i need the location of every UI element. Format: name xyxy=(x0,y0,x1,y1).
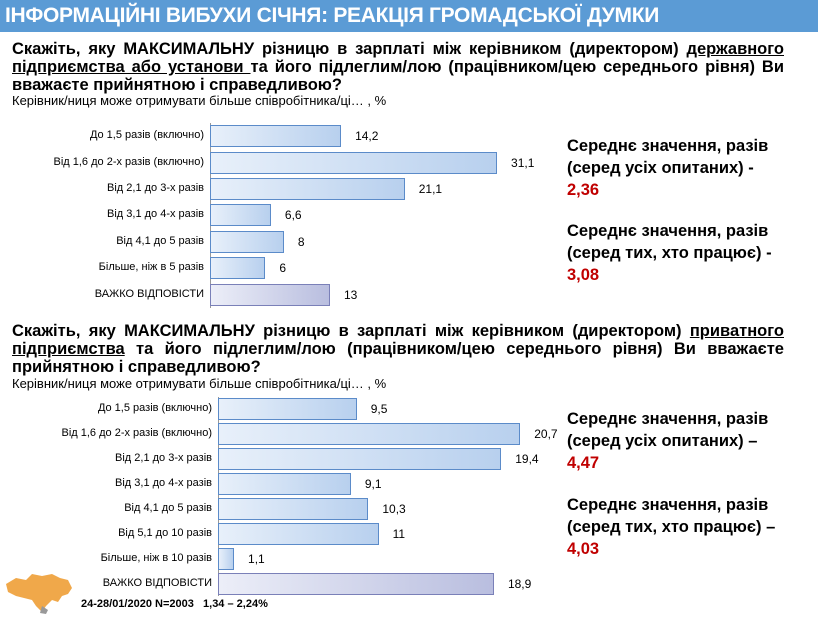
axis-line xyxy=(210,123,211,308)
q1-underlined: державного підприємства або установи xyxy=(12,40,784,76)
question-1: Скажіть, яку МАКСИМАЛЬНУ різницю в зарпл… xyxy=(12,40,784,94)
q2-underlined: приватного підприємства xyxy=(12,322,784,358)
mean-label: Середнє значення, разів (серед усіх опит… xyxy=(567,410,769,450)
data-label: 10,3 xyxy=(382,502,406,517)
data-label: 9,1 xyxy=(364,477,382,492)
data-label: 11 xyxy=(392,526,406,541)
category-label: Від 1,6 до 2-х разів (включно) xyxy=(61,427,213,440)
q1-text: Скажіть, яку МАКСИМАЛЬНУ різницю в зарпл… xyxy=(12,40,687,58)
bar xyxy=(210,151,498,174)
category-label: Від 3,1 до 4-х разів xyxy=(115,477,212,490)
bar xyxy=(210,283,330,306)
bar xyxy=(210,204,271,227)
bar xyxy=(210,178,405,200)
category-label: Від 4,1 до 5 разів xyxy=(124,502,212,515)
mean-all-1: Середнє значення, разів (серед усіх опит… xyxy=(567,135,818,201)
mean-value: 2,36 xyxy=(567,181,600,199)
category-label: Більше, ніж в 5 разів xyxy=(98,261,204,274)
bar xyxy=(218,572,494,595)
data-label: 19,4 xyxy=(515,452,539,467)
q2-text: Скажіть, яку МАКСИМАЛЬНУ різницю в зарпл… xyxy=(12,322,690,340)
question-2: Скажіть, яку МАКСИМАЛЬНУ різницю в зарпл… xyxy=(12,322,784,376)
bar xyxy=(218,448,502,471)
q1-text-end: та його підлеглим/лою (працівником/цею с… xyxy=(12,58,784,94)
mean-working-2: Середнє значення, разів (серед тих, хто … xyxy=(567,494,818,560)
category-label: Від 1,6 до 2-х разів (включно) xyxy=(53,155,205,168)
mean-label: Середнє значення, разів (серед тих, хто … xyxy=(567,222,772,262)
bar xyxy=(218,522,379,545)
category-label: Від 3,1 до 4-х разів xyxy=(107,208,204,221)
mean-label: Середнє значення, разів (серед усіх опит… xyxy=(567,137,769,177)
mean-value: 3,08 xyxy=(567,266,600,284)
data-label: 8 xyxy=(297,234,305,249)
data-label: 21,1 xyxy=(418,182,443,196)
data-label: 13 xyxy=(343,287,358,302)
category-label: ВАЖКО ВІДПОВІСТИ xyxy=(94,287,204,300)
category-label: До 1,5 разів (включно) xyxy=(97,402,212,415)
mean-working-1: Середнє значення, разів (серед тих, хто … xyxy=(567,220,818,286)
data-label: 18,9 xyxy=(507,576,532,591)
category-label: Від 4,1 до 5 разів xyxy=(116,234,204,247)
axis-line xyxy=(218,397,219,597)
data-label: 14,2 xyxy=(355,129,379,144)
data-label: 6,6 xyxy=(284,208,302,223)
category-label: До 1,5 разів (включно) xyxy=(89,129,204,142)
q2-subtitle: Керівник/ниця може отримувати більше спі… xyxy=(12,376,387,391)
slide-title: ІНФОРМАЦІЙНІ ВИБУХИ СІЧНЯ: РЕАКЦІЯ ГРОМА… xyxy=(0,0,818,32)
bar xyxy=(210,230,284,253)
bar xyxy=(210,257,266,280)
bar xyxy=(218,423,521,446)
data-label: 6 xyxy=(279,261,287,276)
category-label: Від 5,1 до 10 разів xyxy=(118,526,212,539)
data-label: 20,7 xyxy=(534,427,558,442)
category-label: Більше, ніж в 10 разів xyxy=(100,551,212,564)
category-label: Від 2,1 до 3-х разів xyxy=(107,182,204,194)
mean-value: 4,47 xyxy=(567,454,600,472)
data-label: 1,1 xyxy=(248,551,265,566)
mean-all-2: Середнє значення, разів (серед усіх опит… xyxy=(567,408,818,474)
survey-footer: 24-28/01/2020 N=2003 1,34 – 2,24% xyxy=(81,598,268,610)
bar xyxy=(210,125,342,148)
bar xyxy=(218,398,357,421)
category-label: ВАЖКО ВІДПОВІСТИ xyxy=(102,576,212,589)
data-label: 9,5 xyxy=(370,402,388,417)
bar xyxy=(218,547,235,570)
mean-value: 4,03 xyxy=(567,540,600,558)
q2-text-end: та його підлеглим/лою (працівником/цею с… xyxy=(12,340,784,376)
data-label: 31,1 xyxy=(511,155,535,170)
bar xyxy=(218,498,369,521)
bar xyxy=(218,473,351,496)
category-label: Від 2,1 до 3-х разів xyxy=(115,452,212,465)
ukraine-map-logo xyxy=(6,574,72,614)
mean-label: Середнє значення, разів (серед тих, хто … xyxy=(567,496,776,536)
q1-subtitle: Керівник/ниця може отримувати більше спі… xyxy=(12,93,387,108)
